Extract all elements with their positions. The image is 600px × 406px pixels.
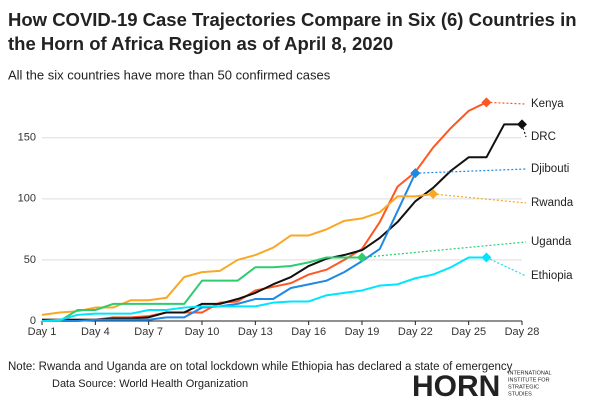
- leader-line: [361, 241, 527, 259]
- line: [41, 192, 434, 316]
- chart-subtitle: All the six countries have more than 50 …: [8, 67, 331, 82]
- end-marker: [410, 168, 421, 179]
- x-tick-label: Day 25: [451, 326, 486, 338]
- y-tick-label: 50: [24, 254, 36, 266]
- legend-label: Ethiopia: [531, 270, 573, 282]
- x-tick-label: Day 1: [28, 326, 57, 338]
- leader-line: [415, 168, 527, 174]
- legend-label: DRC: [531, 131, 556, 143]
- logo-text: STUDIES: [508, 391, 532, 397]
- x-tick-label: Day 13: [238, 326, 273, 338]
- legend-label: Rwanda: [531, 197, 574, 209]
- legend-label: Kenya: [531, 98, 564, 110]
- leader-line: [486, 256, 527, 277]
- logo: HORN: [412, 370, 500, 403]
- line: [42, 123, 522, 321]
- legend-label: Djibouti: [531, 163, 569, 175]
- line: [41, 256, 487, 322]
- x-tick-label: Day 22: [398, 326, 433, 338]
- note: Note: Rwanda and Uganda are on total loc…: [8, 361, 513, 373]
- x-tick-label: Day 10: [185, 326, 220, 338]
- end-marker: [481, 97, 492, 108]
- end-marker: [517, 119, 527, 130]
- leader-line: [486, 101, 527, 105]
- x-tick-label: Day 7: [134, 326, 163, 338]
- x-tick-label: Day 4: [81, 326, 110, 338]
- line: [42, 256, 362, 322]
- x-tick-label: Day 28: [505, 326, 540, 338]
- line: [42, 172, 417, 322]
- logo-text: STRATEGIC: [508, 384, 539, 390]
- y-tick-label: 150: [18, 132, 36, 144]
- y-tick-label: 0: [30, 315, 36, 327]
- end-marker: [481, 252, 492, 263]
- end-marker: [428, 188, 439, 199]
- y-tick-label: 100: [18, 193, 36, 205]
- leader-line: [433, 193, 527, 204]
- logo-text: INSTITUTE FOR: [508, 377, 550, 383]
- x-tick-label: Day 16: [291, 326, 326, 338]
- legend-label: Uganda: [531, 236, 572, 248]
- line: [42, 101, 487, 321]
- end-marker: [357, 252, 367, 263]
- source: Data Source: World Health Organization: [52, 378, 248, 390]
- chart-title: How COVID-19 Case Trajectories Compare i…: [8, 9, 577, 54]
- logo-text: INTERNATIONAL: [508, 370, 552, 376]
- x-tick-label: Day 19: [345, 326, 380, 338]
